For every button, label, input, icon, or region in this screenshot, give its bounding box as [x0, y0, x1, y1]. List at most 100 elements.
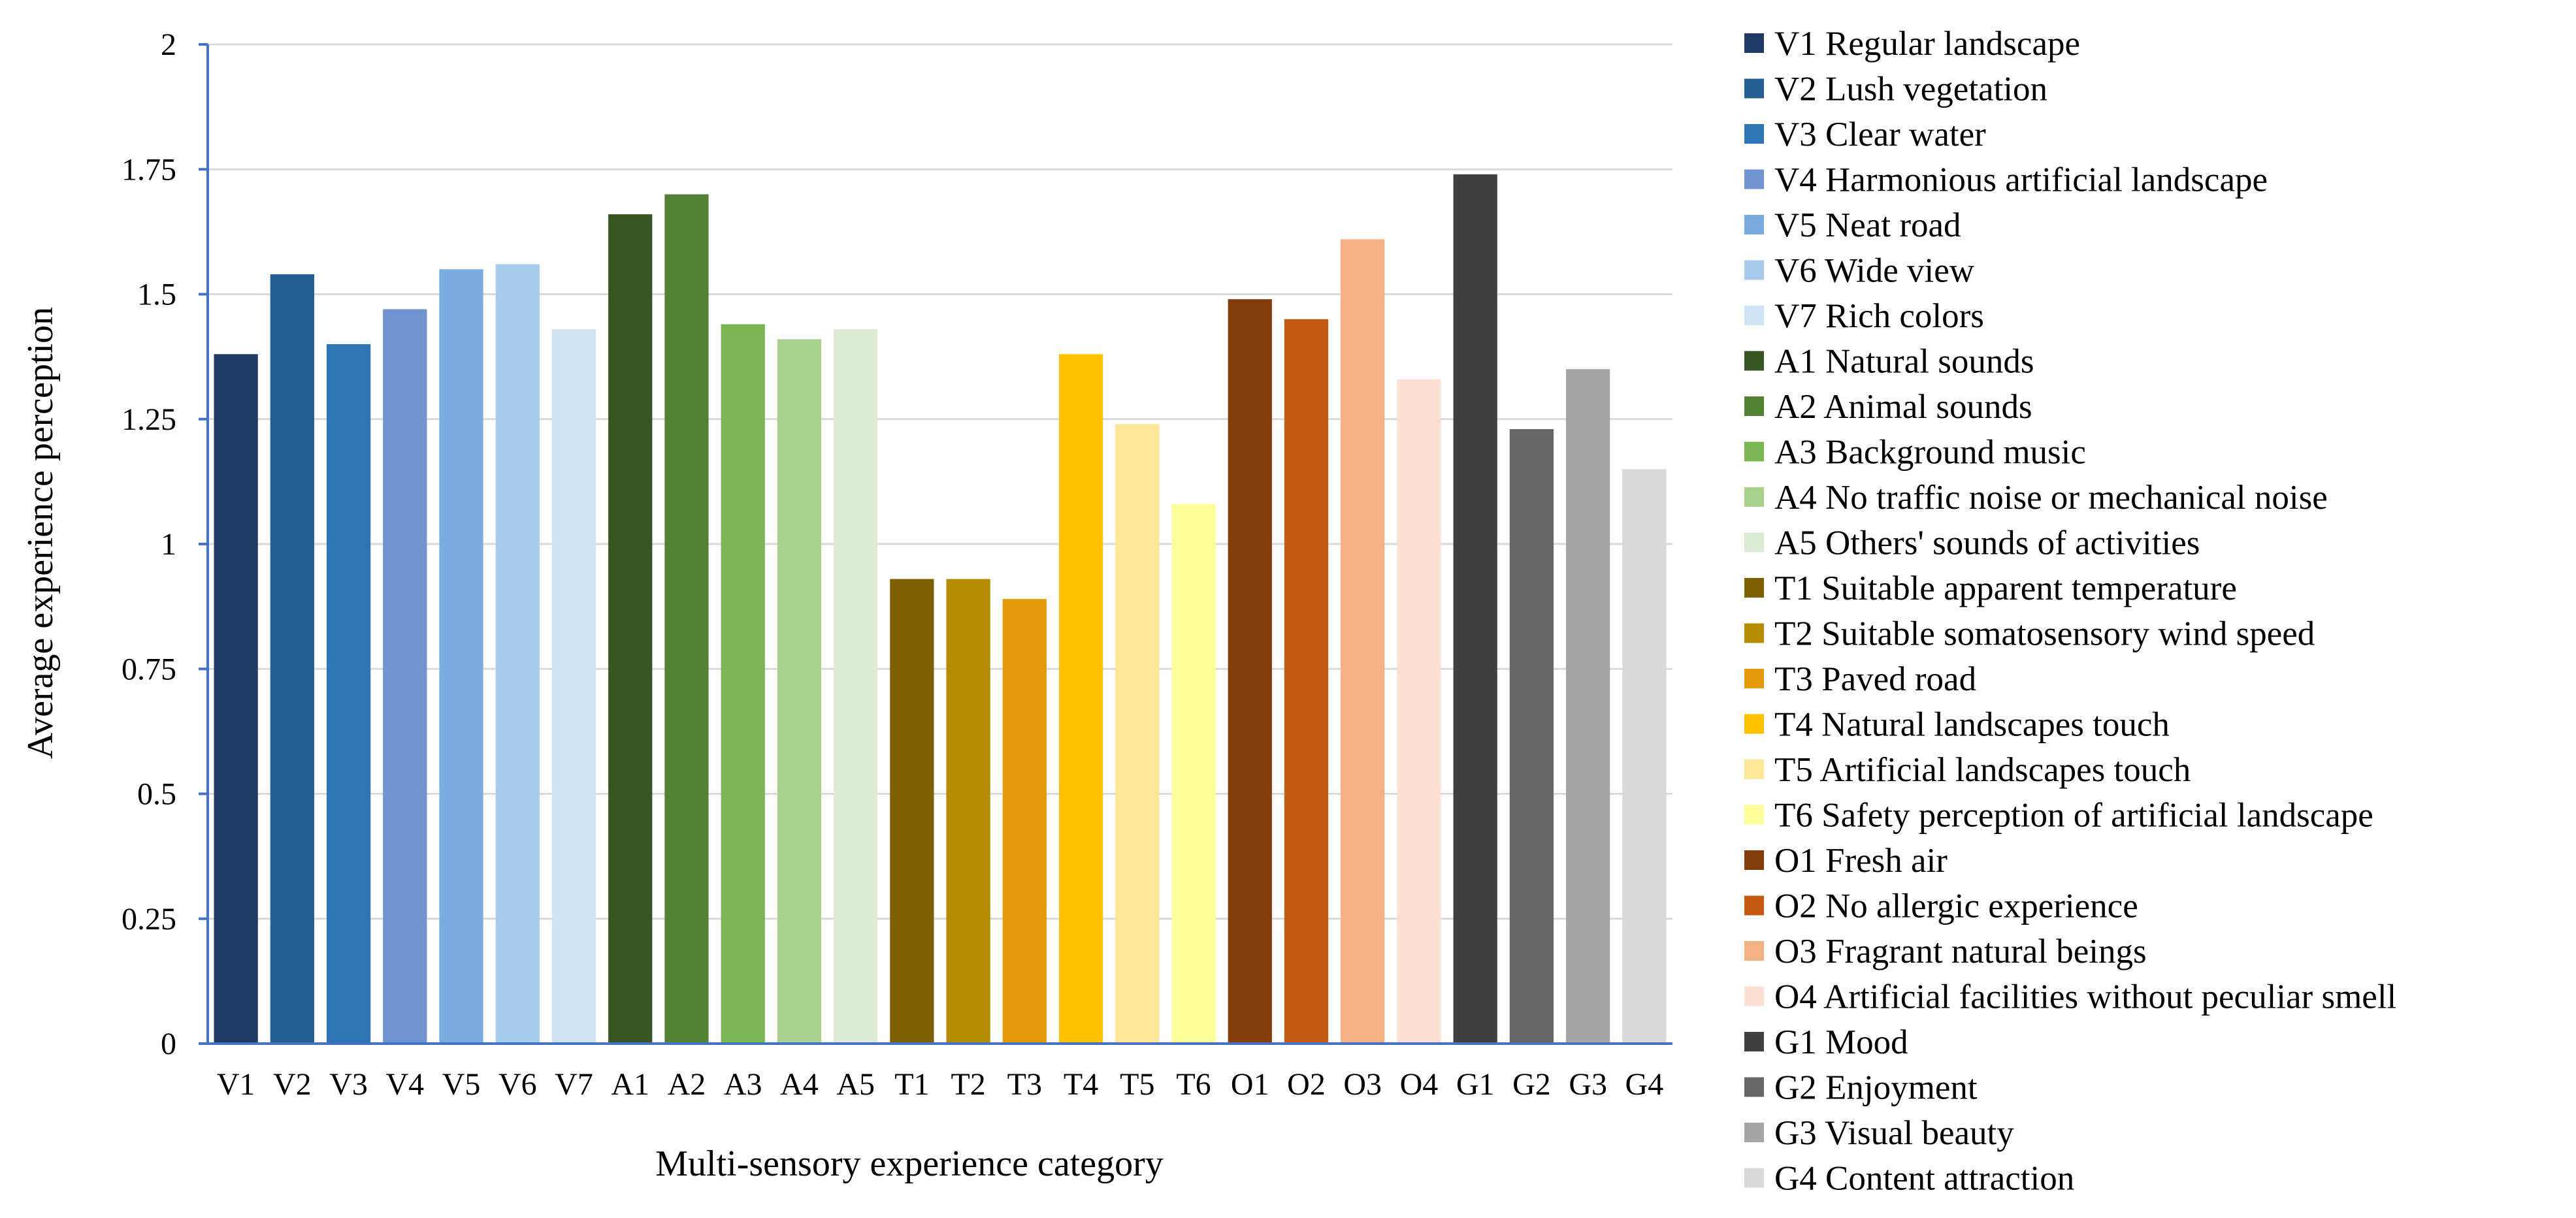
bar-o4 — [1397, 379, 1441, 1044]
gridlines — [208, 43, 1672, 920]
legend-label: A3 Background music — [1774, 434, 2086, 472]
legend-swatch — [1744, 1123, 1764, 1142]
legend-swatch — [1744, 306, 1764, 325]
legend-label: A1 Natural sounds — [1774, 343, 2034, 381]
legend-label: O1 Fresh air — [1774, 842, 1948, 880]
x-tick-label: T3 — [1007, 1067, 1042, 1102]
legend-swatch — [1744, 714, 1764, 734]
x-tick-label: V1 — [217, 1067, 255, 1102]
x-tick-label: T2 — [951, 1067, 985, 1102]
x-tick-label: A3 — [724, 1067, 762, 1102]
bar-g3 — [1566, 369, 1610, 1044]
bar-v1 — [214, 354, 258, 1044]
legend-label: T6 Safety perception of artificial lands… — [1774, 797, 2373, 835]
legend-label: T1 Suitable apparent temperature — [1774, 569, 2237, 607]
x-tick-label: V4 — [385, 1067, 424, 1102]
x-tick-label: T6 — [1176, 1067, 1211, 1102]
legend-label: T2 Suitable somatosensory wind speed — [1774, 615, 2315, 653]
x-tick-label: V3 — [329, 1067, 368, 1102]
x-tick-labels: V1 V2 V3 V4 V5 V6 V7 A1 A2 A3 A4 A5 T1 T2 T3 T4 T5 T6 O1 O2… — [217, 1067, 1663, 1102]
x-tick-label: T4 — [1064, 1067, 1098, 1102]
legend-label: G3 Visual beauty — [1774, 1114, 2014, 1152]
legend-swatch — [1744, 351, 1764, 371]
legend-swatch — [1744, 986, 1764, 1006]
y-tick-label: 0.75 — [122, 652, 176, 686]
bar-v5 — [439, 269, 483, 1044]
legend-label: V7 Rich colors — [1774, 297, 1984, 335]
legend-swatch — [1744, 169, 1764, 189]
y-tick-label: 0.5 — [137, 777, 176, 812]
x-tick-label: V7 — [555, 1067, 593, 1102]
bar-t2 — [946, 579, 990, 1044]
bar-t3 — [1002, 599, 1047, 1044]
legend-label: G1 Mood — [1774, 1023, 1908, 1061]
legend-swatch — [1744, 487, 1764, 507]
bar-g4 — [1622, 469, 1667, 1044]
y-axis-title: Average experience perception — [20, 307, 61, 759]
bar-v3 — [326, 344, 371, 1044]
legend-swatch — [1744, 78, 1764, 99]
legend-swatch — [1744, 1168, 1764, 1188]
legend-swatch — [1744, 33, 1764, 53]
x-tick-label: A1 — [611, 1067, 649, 1102]
x-axis-title: Multi-sensory experience category — [655, 1144, 1163, 1184]
legend-label: O3 Fragrant natural beings — [1774, 933, 2147, 970]
x-tick-label: A2 — [668, 1067, 706, 1102]
x-tick-label: G3 — [1569, 1067, 1607, 1102]
legend-swatch — [1744, 396, 1764, 416]
y-tick-label: 1.25 — [122, 402, 176, 437]
bar-v4 — [383, 309, 427, 1044]
bar-o2 — [1284, 319, 1329, 1044]
legend-swatch — [1744, 215, 1764, 234]
y-tick-label: 0.25 — [122, 902, 176, 937]
legend-label: A4 No traffic noise or mechanical noise — [1774, 479, 2328, 517]
bar-t5 — [1115, 424, 1160, 1044]
bar-a5 — [834, 329, 878, 1044]
bar-v7 — [551, 329, 596, 1044]
legend-swatch — [1744, 578, 1764, 598]
y-tick-label: 0 — [161, 1027, 176, 1061]
bars — [214, 174, 1667, 1044]
legend-label: V2 Lush vegetation — [1774, 71, 2047, 108]
legend: V1 Regular landscape V2 Lush vegetation V3… — [1744, 25, 2396, 1198]
legend-label: V1 Regular landscape — [1774, 25, 2080, 63]
legend-label: V4 Harmonious artificial landscape — [1774, 161, 2268, 199]
legend-swatch — [1744, 623, 1764, 643]
x-tick-label: G2 — [1512, 1067, 1551, 1102]
y-tick-label: 1 — [161, 527, 176, 562]
legend-label: A2 Animal sounds — [1774, 388, 2032, 426]
legend-swatch — [1744, 532, 1764, 553]
bar-g2 — [1509, 429, 1554, 1044]
x-tick-label: O1 — [1231, 1067, 1269, 1102]
legend-label: A5 Others' sounds of activities — [1774, 524, 2200, 562]
legend-label: T4 Natural landscapes touch — [1774, 706, 2170, 744]
legend-swatch — [1744, 124, 1764, 144]
bar-a2 — [664, 194, 709, 1044]
x-tick-label: O4 — [1400, 1067, 1439, 1102]
bar-a4 — [777, 339, 822, 1044]
legend-label: G4 Content attraction — [1774, 1160, 2074, 1198]
legend-label: V5 Neat road — [1774, 206, 1961, 244]
legend-swatch — [1744, 941, 1764, 961]
bar-v2 — [270, 274, 314, 1044]
legend-label: T5 Artificial landscapes touch — [1774, 751, 2191, 789]
bar-t1 — [890, 579, 934, 1044]
bar-a1 — [608, 214, 653, 1044]
bar-t6 — [1171, 504, 1216, 1044]
legend-swatch — [1744, 260, 1764, 280]
x-tick-label: A5 — [836, 1067, 875, 1102]
legend-swatch — [1744, 441, 1764, 462]
legend-swatch — [1744, 850, 1764, 870]
legend-label: T3 Paved road — [1774, 660, 1976, 698]
bar-g1 — [1453, 174, 1497, 1044]
x-tick-label: V5 — [442, 1067, 481, 1102]
bar-o1 — [1228, 299, 1272, 1044]
bar-o3 — [1341, 239, 1385, 1044]
legend-label: V6 Wide view — [1774, 252, 1975, 290]
legend-swatch — [1744, 760, 1764, 779]
legend-swatch — [1744, 1077, 1764, 1097]
x-tick-label: G4 — [1625, 1067, 1664, 1102]
x-tick-label: A4 — [780, 1067, 819, 1102]
bar-a3 — [721, 324, 765, 1044]
